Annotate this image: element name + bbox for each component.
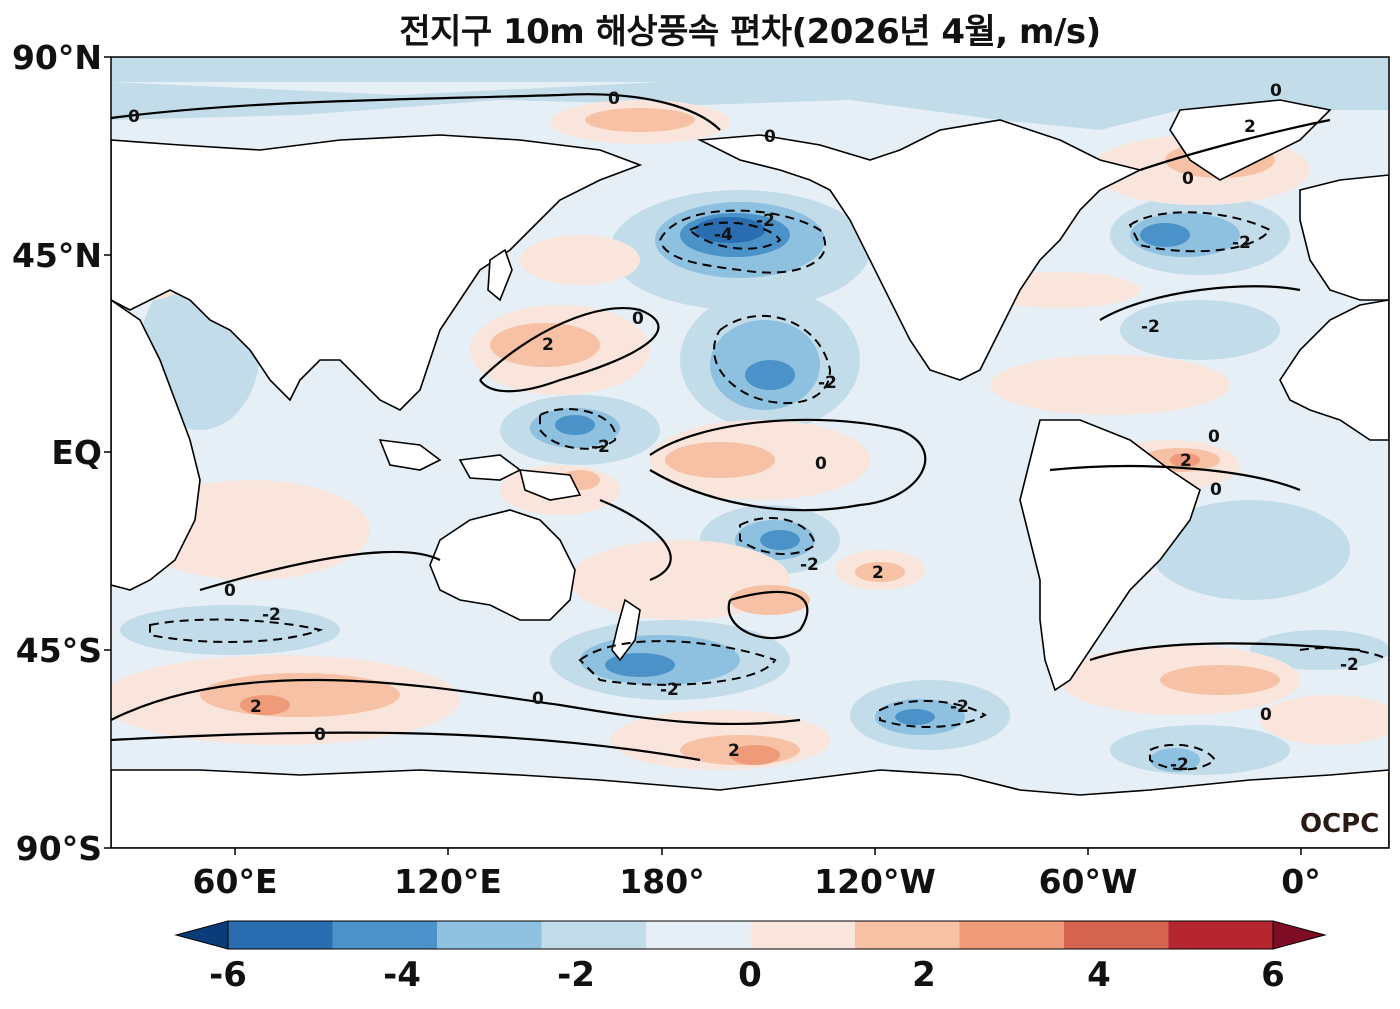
colorbar-cell: [332, 921, 438, 949]
contour-label: 2: [728, 741, 740, 761]
lon-label-60w: 60°W: [1038, 862, 1138, 901]
colorbar-cell: [1064, 921, 1169, 949]
contour-label: 0: [1270, 81, 1282, 101]
colorbar-cell: [646, 921, 751, 949]
africa-east: [111, 299, 201, 591]
colorbar-cell: [855, 921, 960, 949]
lat-label-eq: EQ: [51, 433, 102, 472]
colorbar-cell: [228, 921, 333, 949]
contour-label: 0: [1210, 480, 1222, 500]
contour-label: -2: [950, 697, 969, 717]
colorbar-tick-label: -2: [557, 955, 595, 995]
japan: [487, 248, 513, 302]
contour-label: 0: [608, 89, 620, 109]
lon-label-60e: 60°E: [192, 862, 278, 901]
colorbar-tick-label: -4: [383, 955, 421, 995]
colorbar-extend-max: [1272, 920, 1327, 950]
contour-label: -4: [714, 225, 733, 245]
lat-label-45s: 45°S: [15, 631, 102, 670]
contour-label: -2: [800, 555, 819, 575]
contour-label: 0: [532, 689, 544, 709]
zero-contours: [111, 93, 1361, 762]
new-guinea: [518, 469, 582, 501]
lat-label-90s: 90°S: [15, 829, 102, 868]
colorbar-tick-label: 0: [738, 955, 762, 995]
lat-label-45n: 45°N: [11, 236, 102, 275]
map-title: 전지구 10m 해상풍속 편차(2026년 4월, m/s): [399, 12, 1101, 52]
colorbar-extend-min: [174, 920, 229, 950]
contour-label: 0: [1182, 169, 1194, 189]
contour-label: -2: [1141, 317, 1160, 337]
contour-label: 0: [314, 725, 326, 745]
lon-label-0: 0°: [1281, 862, 1321, 901]
contour-label: 0: [764, 127, 776, 147]
contour-label: -2: [1170, 755, 1189, 775]
colorbar-cell: [959, 921, 1065, 949]
contour-label: -2: [1340, 655, 1359, 675]
colorbar-frame: [227, 920, 1274, 950]
colorbar-cell: [437, 921, 542, 949]
colorbar-cell: [541, 921, 647, 949]
island: [458, 454, 522, 481]
africa-west: [1279, 299, 1389, 441]
australia: [429, 509, 576, 621]
north-america: [697, 119, 1143, 381]
contour-label: 2: [542, 335, 554, 355]
eurasia: [111, 134, 643, 411]
colorbar-cell: [750, 921, 856, 949]
contour-label: 0: [632, 309, 644, 329]
island: [378, 439, 442, 471]
lon-label-120w: 120°W: [814, 862, 936, 901]
negative-contours: [149, 209, 1389, 771]
contour-label: 2: [250, 697, 262, 717]
contour-label: 2: [872, 563, 884, 583]
contour-label: -2: [591, 437, 610, 457]
contour-label-group: 0 0 0 -2 -4 2 0 -2 -2 0 -2 -2 2 0 0 0 -2…: [128, 81, 1359, 775]
land-masses: [111, 99, 1389, 848]
contour-label: -2: [262, 605, 281, 625]
colorbar-cell: [1168, 921, 1274, 949]
contour-label: -2: [660, 680, 679, 700]
contour-label: 0: [224, 581, 236, 601]
colorbar-tick-label: 4: [1087, 955, 1111, 995]
contour-label: 0: [1208, 427, 1220, 447]
axis-ticks: [104, 56, 1302, 855]
antarctica: [111, 769, 1389, 848]
contour-label: -2: [756, 211, 775, 231]
europe: [1299, 174, 1389, 301]
contour-label: 0: [128, 107, 140, 127]
new-zealand: [611, 598, 641, 662]
contour-label: 0: [1260, 705, 1272, 725]
south-america: [1019, 419, 1201, 692]
contour-label: 2: [1244, 117, 1256, 137]
contour-label: 0: [815, 454, 827, 474]
colorbar-tick-label: 2: [912, 955, 936, 995]
strong-positive-regions: [240, 453, 1200, 765]
colorbar-tick-label: -6: [209, 955, 247, 995]
lon-label-120e: 120°E: [394, 862, 502, 901]
arctic-band: [111, 57, 1389, 82]
greenland: [1169, 99, 1332, 181]
colorbar-tick-label: 6: [1261, 955, 1285, 995]
contour-label: 2: [1180, 451, 1192, 471]
ocpc-watermark: OCPC: [1300, 809, 1379, 839]
lat-label-90n: 90°N: [11, 38, 102, 77]
contour-label: -2: [818, 373, 837, 393]
lon-label-180: 180°: [619, 862, 705, 901]
contour-label: -2: [1232, 233, 1251, 253]
